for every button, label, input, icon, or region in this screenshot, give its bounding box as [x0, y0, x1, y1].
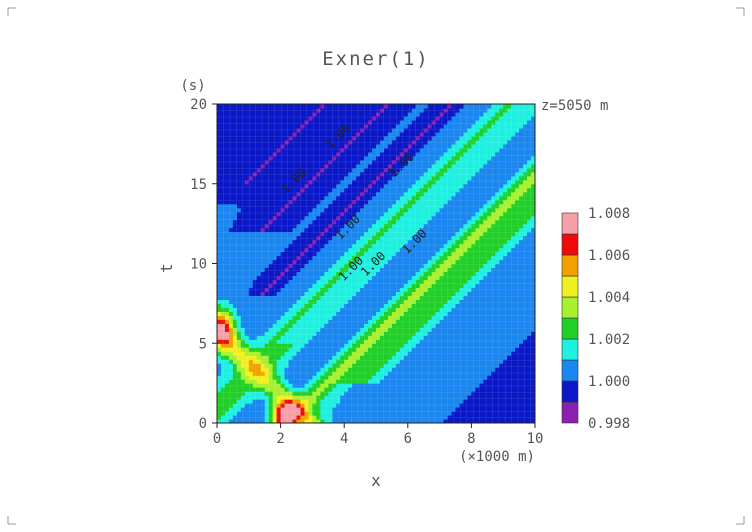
contour-plot-area: 1.001.001.001.001.001.001.00 — [216, 103, 536, 424]
chart-title: Exner(1) — [322, 48, 430, 70]
z-annotation: z=5050 m — [541, 98, 608, 114]
y-unit-label: (s) — [180, 78, 205, 94]
